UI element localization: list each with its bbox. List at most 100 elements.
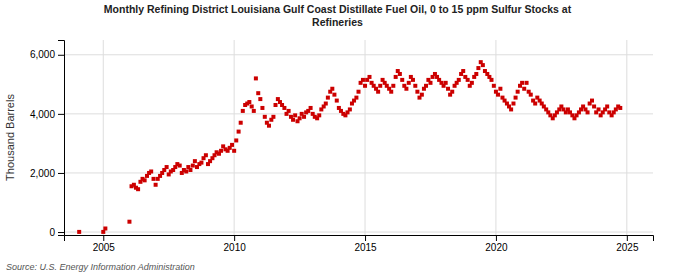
point: [444, 81, 448, 85]
point: [287, 109, 291, 113]
point: [592, 104, 596, 108]
y-tick: 0: [49, 227, 64, 238]
point: [533, 102, 537, 106]
x-tick-label: 2015: [354, 242, 377, 253]
point: [376, 90, 380, 94]
point: [143, 178, 147, 182]
x-tick-label: 2010: [224, 242, 247, 253]
point: [326, 96, 330, 100]
point: [415, 90, 419, 94]
point: [348, 107, 352, 111]
y-axis-line: [58, 41, 65, 236]
point: [247, 100, 251, 104]
point: [282, 106, 286, 110]
point: [254, 76, 258, 80]
point: [260, 106, 264, 110]
point: [317, 113, 321, 117]
point: [199, 161, 203, 165]
point: [154, 183, 158, 187]
point: [219, 149, 223, 153]
chart-svg: 2005 2010 2015 2020 2025 0 2,000 4,000 6,000 Thou…: [0, 0, 675, 275]
x-tick: 2020: [485, 235, 508, 253]
point: [461, 69, 465, 73]
grid-line-y: [64, 232, 653, 233]
points: [77, 60, 622, 234]
x-tick-mark: [365, 235, 366, 241]
point: [309, 106, 313, 110]
x-tick-label: 2025: [616, 242, 639, 253]
point: [188, 168, 192, 172]
point: [424, 84, 428, 88]
grid-line-x: [234, 40, 235, 235]
grid-line-y: [64, 54, 653, 55]
point: [389, 90, 393, 94]
point: [476, 66, 480, 70]
point: [605, 104, 609, 108]
point: [184, 169, 188, 173]
title-line: Refineries: [312, 16, 363, 28]
point: [496, 93, 500, 97]
x-tick-mark: [496, 235, 497, 241]
point: [516, 90, 520, 94]
chart-container: 2005 2010 2015 2020 2025 0 2,000 4,000 6,000 Thou…: [0, 0, 675, 275]
point: [394, 75, 398, 79]
point: [361, 78, 365, 82]
point: [498, 87, 502, 91]
x-axis-line: [65, 236, 654, 242]
grid-line-x: [626, 40, 627, 235]
point: [267, 124, 271, 128]
x-tick-label: 2005: [93, 242, 116, 253]
point: [152, 177, 156, 181]
point: [324, 102, 328, 106]
x-tick: 2010: [224, 235, 247, 253]
y-tick-label: 2,000: [30, 168, 55, 179]
point: [428, 81, 432, 85]
point: [191, 164, 195, 168]
point: [363, 84, 367, 88]
y-tick-label: 6,000: [30, 49, 55, 60]
x-tick: 2005: [93, 235, 116, 253]
point: [367, 75, 371, 79]
point: [529, 93, 533, 97]
point: [256, 91, 260, 95]
point: [492, 84, 496, 88]
point: [420, 93, 424, 97]
point: [413, 84, 417, 88]
y-axis: 0 2,000 4,000 6,000: [30, 41, 65, 238]
grid-line-x: [495, 40, 496, 235]
point: [241, 109, 245, 113]
y-tick-mark: [58, 173, 64, 174]
point: [466, 78, 470, 82]
point: [586, 110, 590, 114]
y-tick: 4,000: [30, 109, 64, 120]
point: [136, 187, 140, 191]
point: [522, 87, 526, 91]
point: [450, 90, 454, 94]
y-tick: 6,000: [30, 49, 64, 60]
point: [239, 121, 243, 125]
y-tick-label: 0: [49, 227, 55, 238]
grid-line-x: [365, 40, 366, 235]
point: [407, 81, 411, 85]
grid: [64, 40, 653, 235]
point: [271, 115, 275, 119]
point: [291, 118, 295, 122]
point: [250, 104, 254, 108]
y-axis-title: Thousand Barrels: [4, 94, 16, 181]
point: [400, 78, 404, 82]
point: [293, 113, 297, 117]
x-tick-mark: [103, 235, 104, 241]
point: [234, 138, 238, 142]
y-tick-mark: [58, 232, 64, 233]
point: [357, 90, 361, 94]
point: [481, 63, 485, 67]
point: [404, 87, 408, 91]
point: [525, 81, 529, 85]
x-tick-mark: [234, 235, 235, 241]
point: [514, 96, 518, 100]
point: [237, 130, 241, 134]
point: [489, 78, 493, 82]
point: [193, 159, 197, 163]
point: [149, 169, 153, 173]
point: [509, 107, 513, 111]
